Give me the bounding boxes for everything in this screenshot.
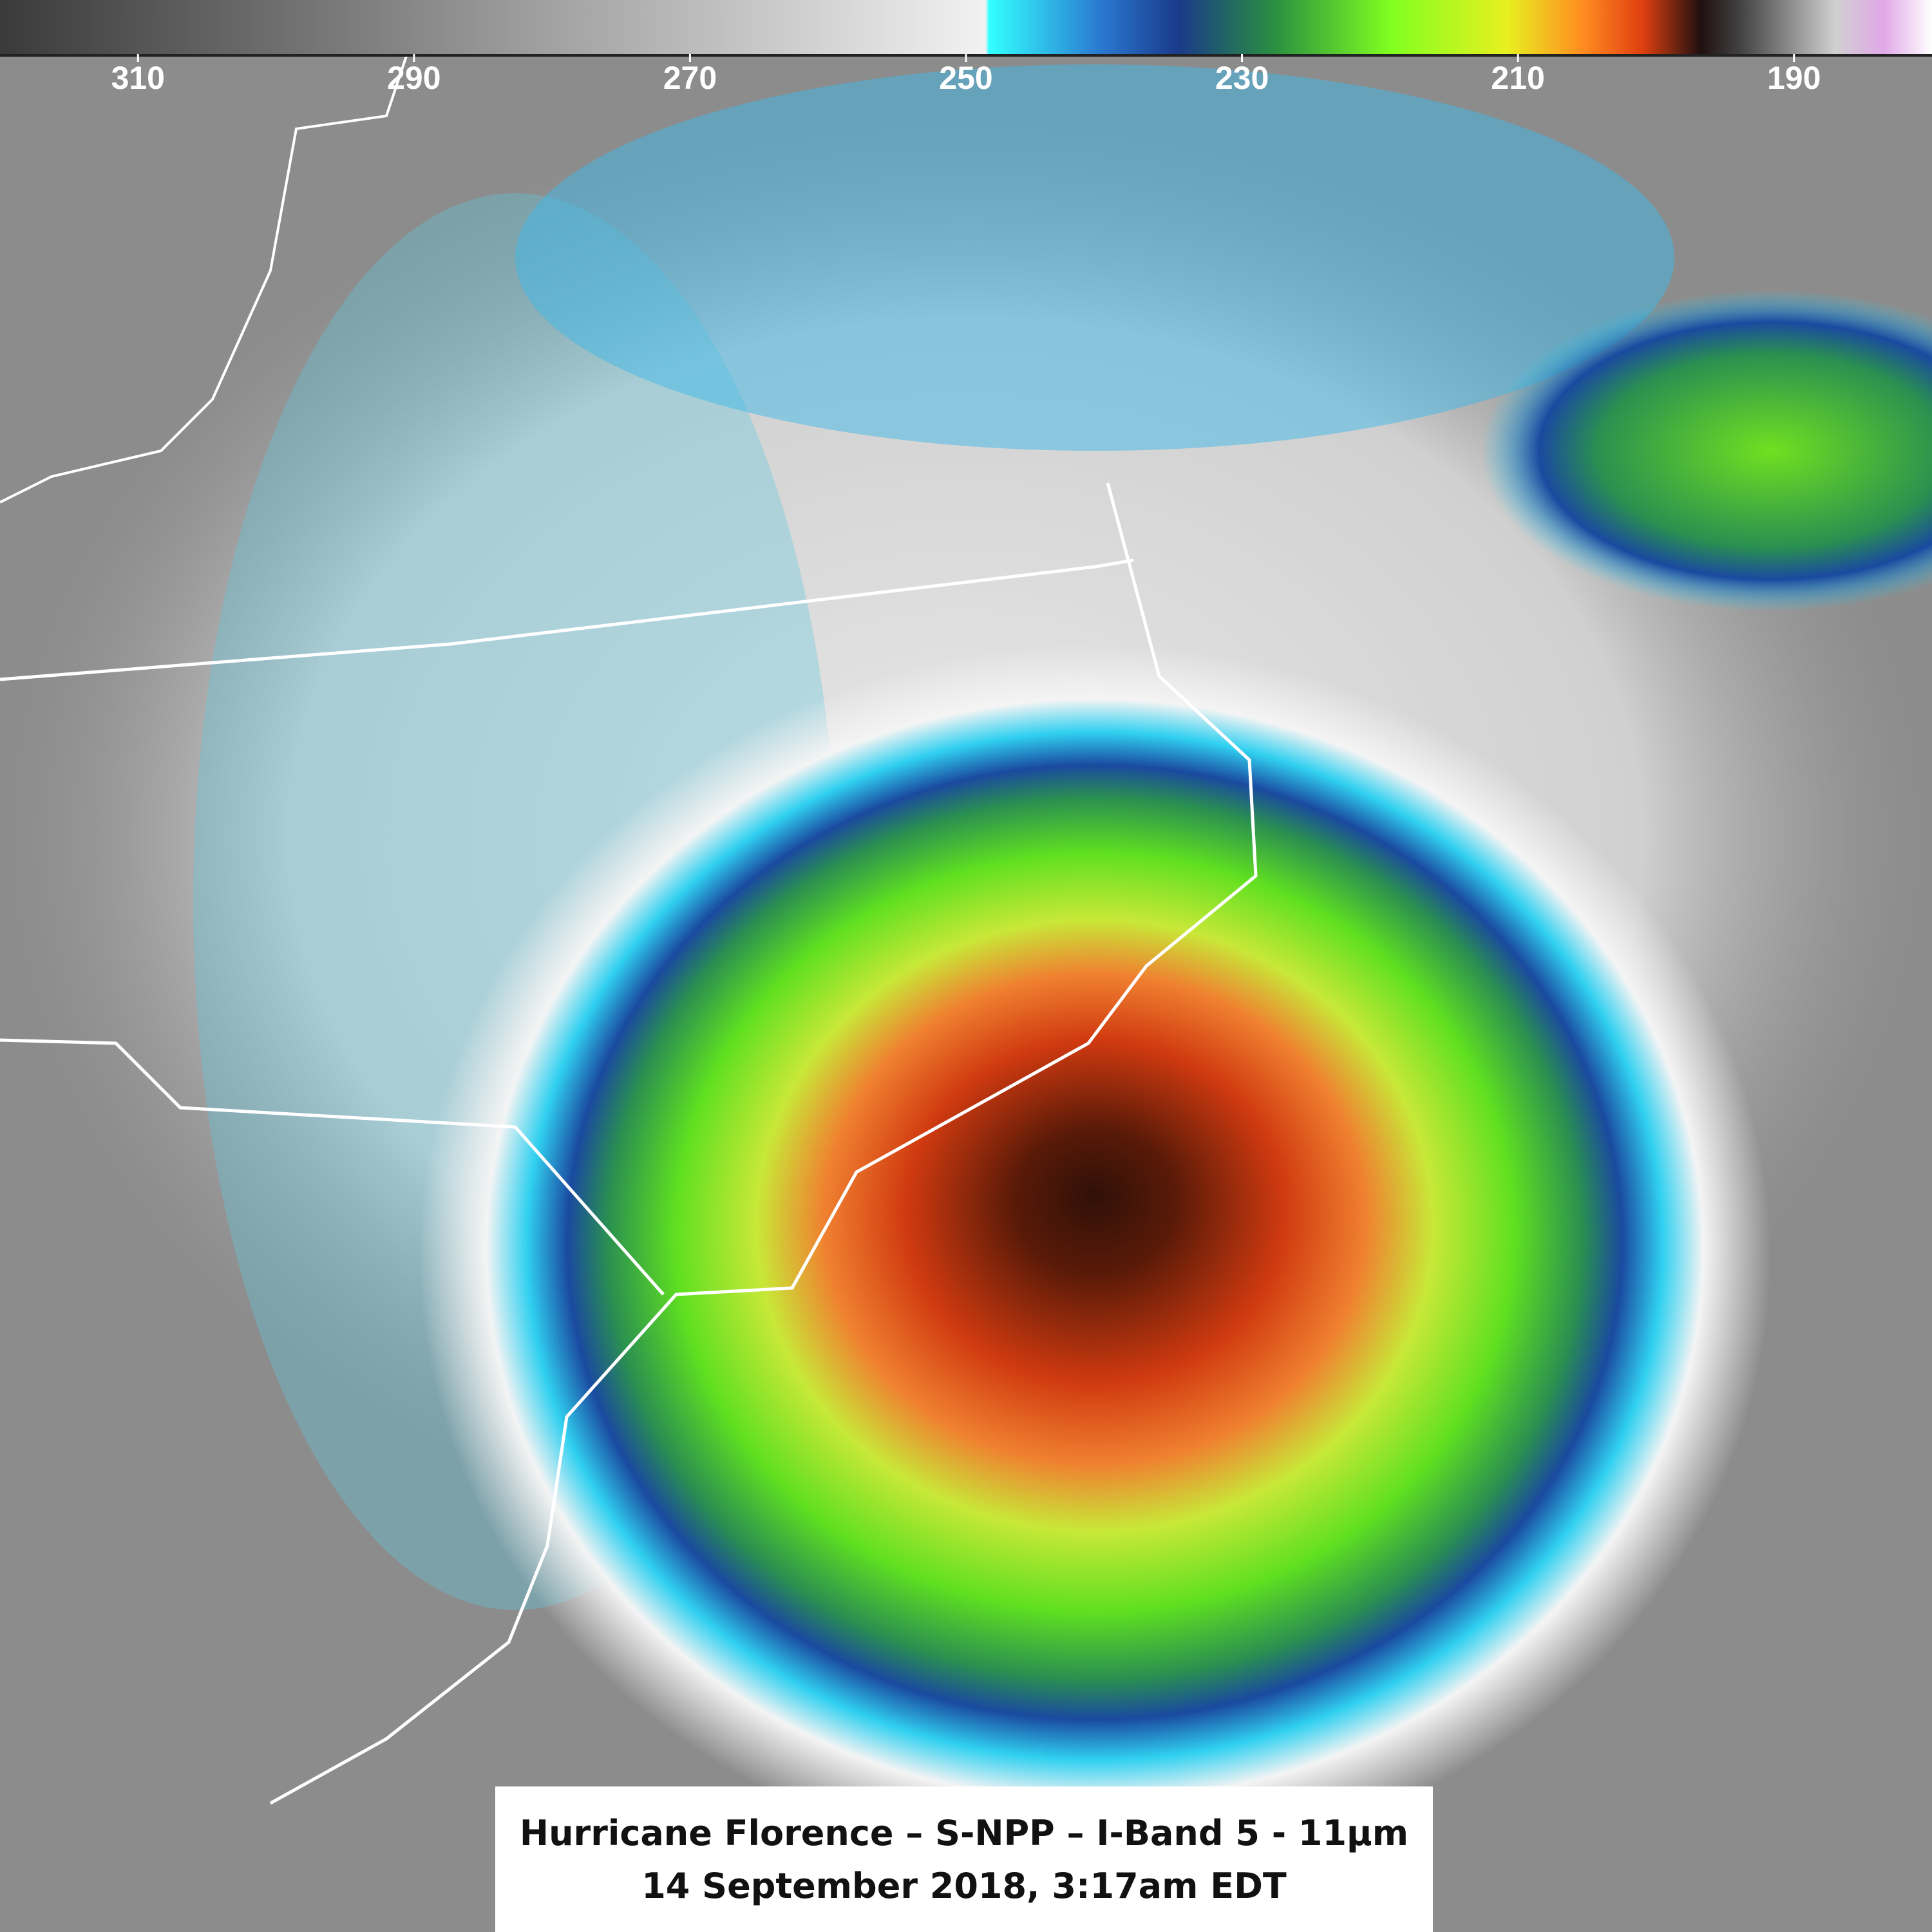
- north-band: [515, 64, 1674, 451]
- coastline: [269, 482, 1258, 1805]
- state-border: [0, 1038, 665, 1296]
- caption-date: 14 September 2018, 3:17am EDT: [641, 1866, 1287, 1906]
- hurricane: [419, 644, 1771, 1868]
- colorbar-tick-label: 190: [1767, 60, 1821, 96]
- colorbar-tick-label: 270: [663, 60, 717, 96]
- state-border: [0, 558, 1134, 681]
- colorbar-tick-label: 310: [111, 60, 165, 96]
- colorbar-tick-label: 290: [387, 60, 440, 96]
- colorbar-tick-label: 250: [939, 60, 992, 96]
- caption-title: Hurricane Florence – S-NPP – I-Band 5 - …: [520, 1813, 1408, 1853]
- mountain-border: [0, 38, 413, 504]
- northeast-cells: [1481, 290, 1932, 612]
- caption-box: [495, 1786, 1433, 1932]
- colorbar-tick-label: 210: [1491, 60, 1544, 96]
- colorbar: [0, 0, 1932, 54]
- colorbar-tick-label: 230: [1215, 60, 1269, 96]
